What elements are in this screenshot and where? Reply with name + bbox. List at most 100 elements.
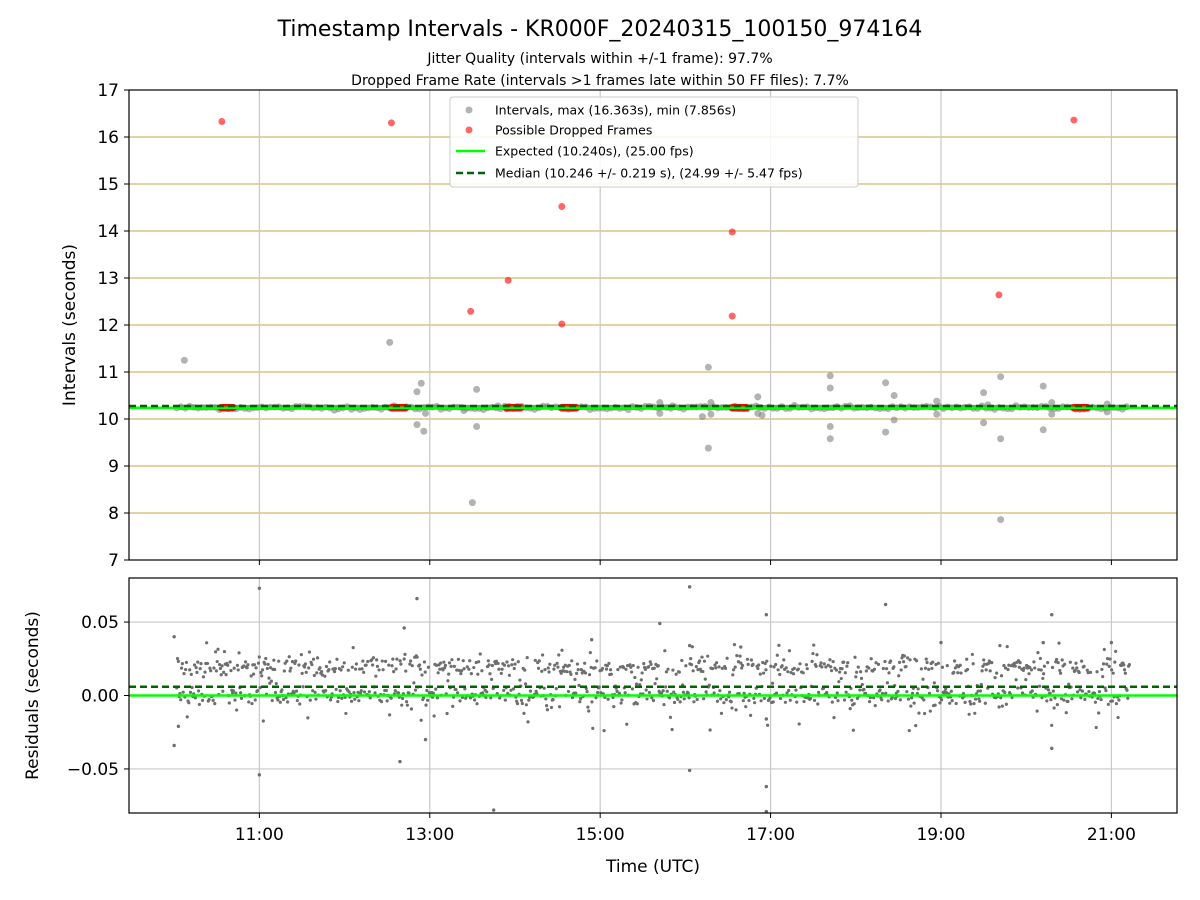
residual-point (1085, 668, 1089, 672)
residual-point (886, 699, 890, 703)
residual-point (968, 699, 972, 704)
residual-point (513, 662, 517, 666)
dropped-frame-point (387, 119, 395, 127)
residual-point (1096, 696, 1100, 701)
residual-point (434, 663, 439, 667)
residual-point (1122, 668, 1127, 672)
residual-point (784, 666, 788, 670)
residual-point (644, 688, 648, 692)
residual-point (931, 660, 935, 664)
dropped-frame-point (467, 307, 475, 315)
residual-point (682, 697, 686, 701)
residual-point (588, 650, 592, 655)
residual-point (184, 660, 189, 665)
residual-point (633, 675, 637, 680)
residual-point (505, 660, 509, 664)
residual-point (880, 698, 884, 702)
residual-point (320, 669, 324, 674)
residual-point (738, 654, 742, 658)
residual-point (239, 691, 243, 695)
residual-point (687, 768, 692, 773)
residual-point (362, 690, 367, 694)
residual-point (543, 667, 547, 672)
residual-point (209, 669, 213, 673)
residual-point (562, 669, 567, 673)
residual-point (522, 711, 526, 715)
residual-point (179, 666, 184, 670)
residual-point (599, 691, 603, 695)
residual-point (502, 663, 507, 667)
residual-point (423, 670, 427, 674)
residual-point (621, 665, 626, 670)
residual-point (533, 658, 537, 662)
residual-point (269, 679, 274, 683)
residual-point (652, 666, 656, 670)
residual-point (253, 698, 257, 702)
residual-point (1067, 682, 1071, 686)
residual-point (324, 688, 328, 693)
residual-point (307, 666, 311, 670)
residual-point (730, 706, 734, 710)
residual-point (390, 664, 394, 668)
residual-point (858, 688, 862, 692)
residual-point (1060, 658, 1064, 662)
residual-point (545, 708, 550, 712)
residual-point (904, 664, 908, 669)
residual-point (668, 715, 673, 719)
residual-point (413, 688, 418, 692)
residual-point (1045, 699, 1049, 703)
residual-point (1101, 662, 1106, 666)
residual-point (1018, 661, 1022, 665)
residual-point (245, 666, 249, 670)
residual-point (867, 666, 871, 670)
residual-point (1106, 702, 1110, 706)
residual-point (216, 647, 220, 651)
residual-point (239, 696, 244, 700)
residual-point (480, 669, 484, 673)
residual-point (708, 728, 712, 732)
residual-point (681, 690, 686, 694)
residual-point (1042, 664, 1047, 668)
residual-point (687, 696, 691, 700)
chart-subtitle-dropped: Dropped Frame Rate (intervals >1 frames … (351, 73, 849, 89)
residual-point (624, 667, 628, 671)
residual-point (1037, 684, 1042, 688)
residual-point (617, 691, 622, 695)
residual-point (666, 667, 670, 671)
residual-point (844, 690, 848, 694)
residual-point (300, 671, 304, 676)
residual-point (399, 662, 403, 666)
residual-point (995, 671, 999, 675)
residual-point (1101, 675, 1105, 679)
residual-point (884, 691, 888, 695)
residual-point (228, 660, 232, 664)
residual-point (1020, 691, 1025, 695)
residual-point (812, 643, 816, 647)
interval-point (420, 427, 428, 435)
residual-point (695, 697, 699, 702)
residual-point (358, 667, 362, 671)
residual-point (374, 674, 378, 678)
residual-point (585, 689, 589, 694)
residual-point (431, 691, 435, 695)
residual-point (528, 689, 533, 693)
residual-point (917, 711, 921, 715)
residual-point (745, 657, 749, 661)
residual-point (418, 667, 422, 671)
residual-point (1063, 662, 1067, 666)
residual-point (455, 691, 460, 695)
residual-point (175, 656, 180, 661)
residual-point (518, 678, 522, 682)
residual-point (526, 720, 530, 724)
residual-point (294, 659, 298, 663)
residual-point (443, 666, 447, 670)
interval-point (180, 356, 188, 364)
residual-point (932, 681, 936, 685)
interval-point (413, 421, 421, 429)
residual-point (1074, 661, 1078, 665)
residual-point (477, 660, 481, 664)
y-tick-label: 10 (97, 410, 119, 430)
residual-point (789, 671, 793, 675)
residual-point (333, 666, 337, 671)
